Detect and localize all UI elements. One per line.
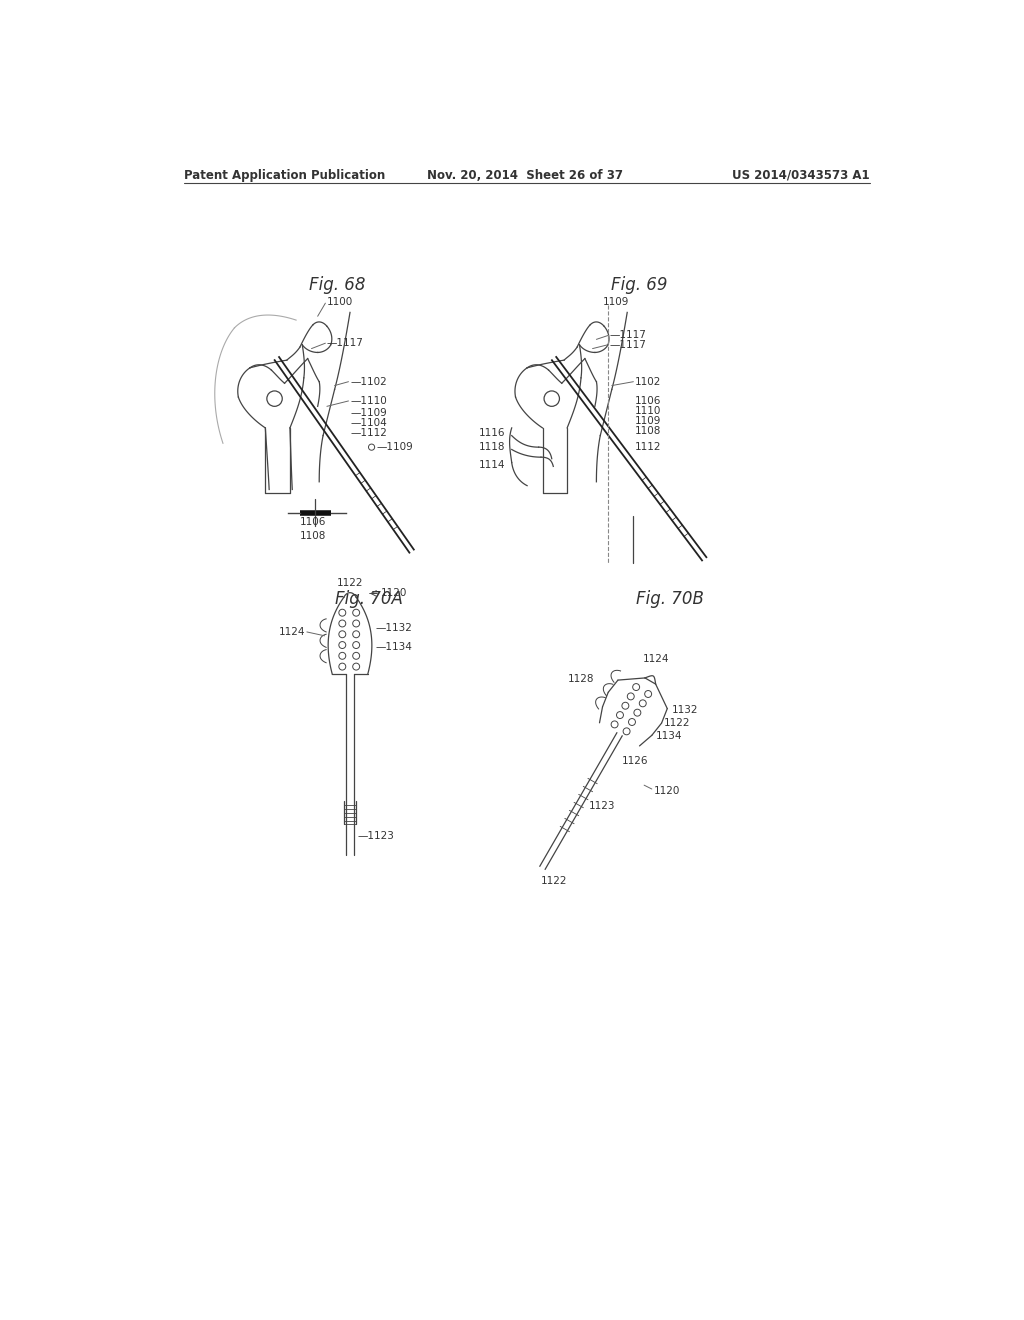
Text: 1126: 1126 <box>622 756 648 766</box>
Text: 1132: 1132 <box>672 705 698 714</box>
Text: 1108: 1108 <box>635 426 662 436</box>
Text: 1120: 1120 <box>653 785 680 796</box>
Text: 1109: 1109 <box>602 297 629 308</box>
Text: Fig. 70A: Fig. 70A <box>335 590 403 607</box>
Text: 1116: 1116 <box>479 428 506 438</box>
Text: 1108: 1108 <box>300 531 327 541</box>
Text: Patent Application Publication: Patent Application Publication <box>184 169 386 182</box>
Text: 1128: 1128 <box>568 673 594 684</box>
Text: Nov. 20, 2014  Sheet 26 of 37: Nov. 20, 2014 Sheet 26 of 37 <box>427 169 623 182</box>
Text: 1102: 1102 <box>635 376 662 387</box>
Text: 1122: 1122 <box>664 718 690 729</box>
Text: —1117: —1117 <box>327 338 364 348</box>
Text: Fig. 68: Fig. 68 <box>308 276 366 294</box>
Text: 1134: 1134 <box>656 731 683 742</box>
Text: —1117: —1117 <box>609 330 646 341</box>
Text: —1110: —1110 <box>350 396 387 407</box>
Text: 1110: 1110 <box>635 407 662 416</box>
Text: 1124: 1124 <box>643 655 670 664</box>
Text: —1112: —1112 <box>350 428 387 437</box>
Text: 1114: 1114 <box>479 459 506 470</box>
Text: —1134: —1134 <box>376 643 413 652</box>
Text: 1100: 1100 <box>327 297 353 308</box>
Text: 1124: 1124 <box>279 627 305 638</box>
Text: 1112: 1112 <box>635 442 662 453</box>
Text: —1104: —1104 <box>350 417 387 428</box>
Text: 1122: 1122 <box>541 875 567 886</box>
Text: 1120: 1120 <box>381 589 408 598</box>
Text: —1123: —1123 <box>357 832 394 841</box>
Text: —1109: —1109 <box>376 442 413 453</box>
Text: 1123: 1123 <box>589 801 615 810</box>
Text: US 2014/0343573 A1: US 2014/0343573 A1 <box>732 169 869 182</box>
Text: 1106: 1106 <box>635 396 662 407</box>
Text: —1117: —1117 <box>609 339 646 350</box>
Text: 1106: 1106 <box>300 517 327 527</box>
Text: Fig. 69: Fig. 69 <box>610 276 667 294</box>
Text: Fig. 70B: Fig. 70B <box>636 590 703 607</box>
Text: —1102: —1102 <box>350 376 387 387</box>
Text: 1122: 1122 <box>337 578 364 589</box>
Text: —1109: —1109 <box>350 408 387 417</box>
Text: 1118: 1118 <box>479 442 506 453</box>
Text: 1109: 1109 <box>635 416 662 426</box>
Text: —1132: —1132 <box>376 623 413 634</box>
